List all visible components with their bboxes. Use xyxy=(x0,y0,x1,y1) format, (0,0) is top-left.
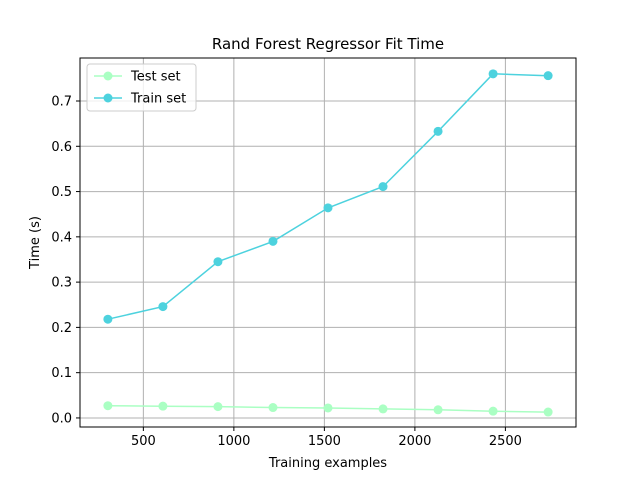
data-point xyxy=(323,203,333,213)
x-tick-label: 500 xyxy=(131,434,156,449)
data-point xyxy=(268,236,278,246)
y-tick-label: 0.2 xyxy=(51,321,72,336)
data-point xyxy=(103,314,113,324)
data-point xyxy=(158,302,168,312)
data-point xyxy=(488,69,498,79)
data-point xyxy=(543,407,553,417)
grid xyxy=(80,58,576,427)
data-point xyxy=(213,257,223,267)
data-point xyxy=(378,182,388,192)
data-point xyxy=(268,403,278,413)
series-1 xyxy=(103,401,553,417)
y-tick-label: 0.4 xyxy=(51,230,72,245)
y-axis-label: Time (s) xyxy=(28,216,43,270)
data-point xyxy=(213,402,223,412)
data-point xyxy=(543,71,553,81)
plot-frame xyxy=(79,57,577,428)
y-tick-label: 0.3 xyxy=(51,276,72,291)
data-point xyxy=(158,401,168,411)
legend: Test set Train set xyxy=(86,63,197,112)
x-tick-label: 1500 xyxy=(308,434,341,449)
chart-title: Rand Forest Regressor Fit Time xyxy=(212,35,444,53)
data-point xyxy=(378,404,388,414)
data-point xyxy=(323,403,333,413)
y-tick-label: 0.6 xyxy=(51,140,72,155)
data-point xyxy=(433,405,443,415)
legend-marker xyxy=(103,71,113,81)
data-point xyxy=(488,406,498,416)
legend-label: Test set xyxy=(130,70,181,85)
data-point xyxy=(433,126,443,136)
x-tick-label: 1000 xyxy=(217,434,250,449)
ticks: 500 1000 1500 2000 2500 0.0 0.1 0.2 0.3 0.4 0.5 0.6… xyxy=(51,95,522,449)
series-layer xyxy=(103,69,553,417)
x-axis-label: Training examples xyxy=(268,456,387,471)
legend-marker xyxy=(103,93,113,103)
y-tick-label: 0.5 xyxy=(51,185,72,200)
data-point xyxy=(103,401,113,411)
x-tick-label: 2500 xyxy=(489,434,522,449)
series-2 xyxy=(103,69,553,324)
legend-label: Train set xyxy=(130,92,186,107)
y-tick-label: 0.7 xyxy=(51,95,72,110)
y-tick-label: 0.1 xyxy=(51,366,72,381)
x-tick-label: 2000 xyxy=(398,434,431,449)
y-tick-label: 0.0 xyxy=(51,411,72,426)
